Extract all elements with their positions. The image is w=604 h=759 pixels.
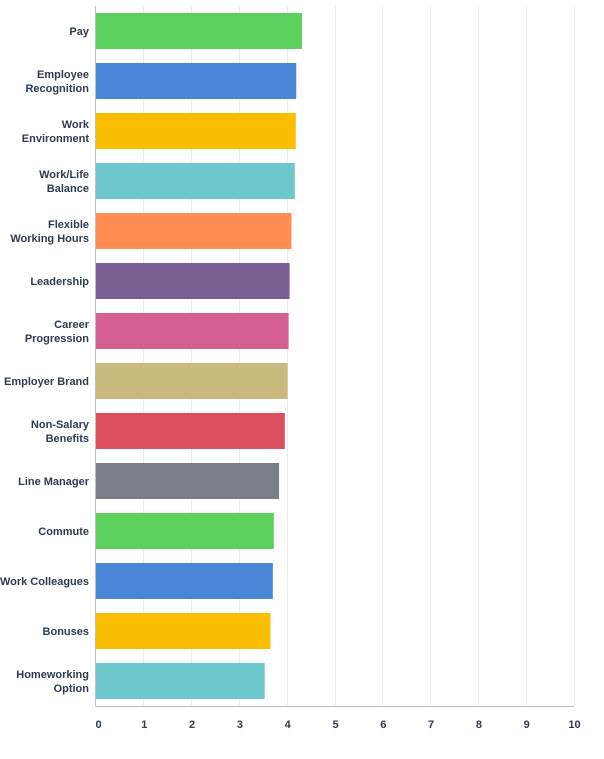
category-label-line: Pay [69, 26, 89, 38]
category-label: Employer Brand [4, 376, 89, 388]
category-label-line: Progression [25, 333, 89, 345]
category-label: Work/Life Balance [39, 169, 89, 195]
category-label-line: Employee [37, 69, 89, 81]
category-label: Career Progression [25, 319, 90, 345]
bar[interactable] [96, 513, 274, 549]
category-label-line: Benefits [46, 433, 89, 445]
category-label-line: Employer Brand [4, 376, 89, 388]
category-label-line: Non-Salary [31, 419, 90, 431]
bar[interactable] [96, 363, 288, 399]
category-label-line: Career [54, 319, 90, 331]
category-label-line: Work/Life [39, 169, 89, 181]
category-label-line: Commute [38, 526, 89, 538]
category-label-line: Option [54, 683, 90, 695]
category-label-line: Recognition [25, 83, 89, 95]
bars [96, 13, 302, 699]
x-tick-label: 9 [524, 719, 530, 731]
category-label: Commute [38, 526, 89, 538]
category-label-line: Line Manager [18, 476, 90, 488]
category-label-line: Leadership [30, 276, 89, 288]
category-label-line: Flexible [48, 219, 89, 231]
x-tick-label: 6 [380, 719, 386, 731]
bar[interactable] [96, 213, 292, 249]
bar[interactable] [96, 463, 280, 499]
x-tick-label: 5 [332, 719, 338, 731]
x-tick-label: 10 [568, 719, 580, 731]
bar[interactable] [96, 113, 296, 149]
bar[interactable] [96, 613, 271, 649]
x-tick-label: 1 [141, 719, 147, 731]
bar[interactable] [96, 263, 290, 299]
x-tick-label: 4 [285, 719, 292, 731]
bar[interactable] [96, 163, 295, 199]
bar[interactable] [96, 413, 285, 449]
tick-labels: 0 1 2 3 4 5 6 7 8 9 10 [96, 719, 581, 731]
category-label: Work Colleagues [0, 576, 89, 588]
x-tick-label: 8 [476, 719, 482, 731]
category-label-line: Working Hours [10, 233, 89, 245]
bar[interactable] [96, 313, 289, 349]
x-tick-label: 0 [96, 719, 102, 731]
category-label: Employee Recognition [25, 69, 89, 95]
category-label-line: Environment [22, 133, 90, 145]
category-label: Work Environment [22, 119, 90, 145]
category-label: Bonuses [43, 626, 89, 638]
bar[interactable] [96, 563, 273, 599]
x-tick-label: 3 [237, 719, 243, 731]
axes [95, 6, 574, 707]
bar[interactable] [96, 63, 297, 99]
category-label: Homeworking Option [16, 669, 89, 695]
x-tick-label: 2 [189, 719, 195, 731]
category-label: Line Manager [18, 476, 90, 488]
category-label: Leadership [30, 276, 89, 288]
category-label: Flexible Working Hours [10, 219, 89, 245]
category-label: Non-Salary Benefits [31, 419, 90, 445]
grid-lines [143, 6, 575, 707]
category-label-line: Work [62, 119, 90, 131]
x-tick-label: 7 [428, 719, 434, 731]
bar[interactable] [96, 663, 265, 699]
bar[interactable] [96, 13, 302, 49]
category-label-line: Homeworking [16, 669, 89, 681]
category-label-line: Bonuses [43, 626, 89, 638]
category-label-line: Balance [47, 183, 89, 195]
category-label: Pay [69, 26, 89, 38]
category-label-line: Work Colleagues [0, 576, 89, 588]
